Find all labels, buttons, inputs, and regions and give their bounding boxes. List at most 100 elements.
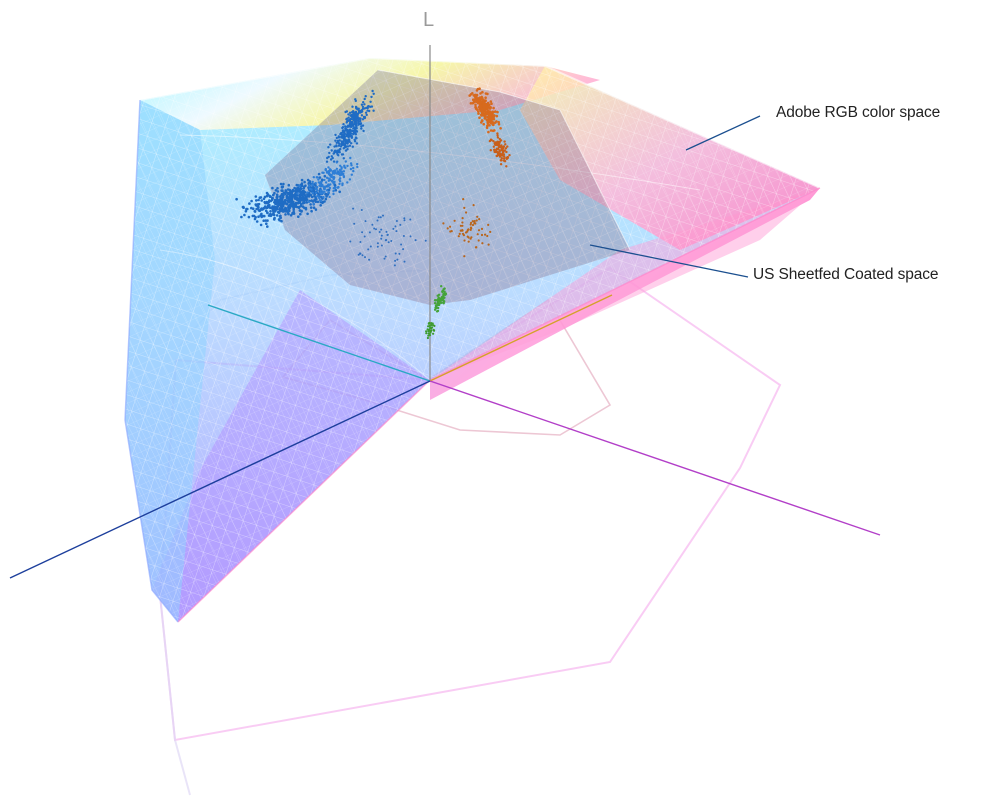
color-point [433, 299, 437, 302]
color-point [326, 156, 329, 160]
color-point [348, 178, 352, 181]
color-point [475, 219, 478, 222]
color-point [492, 140, 495, 143]
color-point [350, 173, 353, 176]
color-point [486, 105, 489, 109]
color-point [482, 103, 486, 106]
color-point [339, 164, 342, 167]
color-point [458, 232, 461, 235]
color-point [494, 121, 497, 124]
color-point [350, 113, 353, 117]
color-point [347, 113, 350, 116]
color-point [352, 132, 355, 136]
color-point [316, 194, 319, 198]
color-point [356, 165, 359, 169]
color-point [366, 109, 369, 112]
color-point [315, 185, 319, 189]
color-point [354, 119, 357, 122]
color-point [332, 177, 335, 181]
color-point [318, 199, 322, 202]
color-point [338, 148, 341, 151]
color-point [443, 290, 446, 293]
color-point [496, 148, 499, 151]
color-point [258, 196, 262, 199]
color-point [467, 240, 470, 243]
color-point [340, 143, 343, 146]
color-point [489, 118, 492, 122]
color-point [309, 203, 312, 206]
color-point [478, 116, 481, 119]
leader-lines [589, 115, 761, 278]
color-point [255, 220, 259, 223]
color-point [317, 178, 320, 181]
color-point [297, 215, 300, 218]
color-point [429, 329, 433, 333]
color-point [474, 105, 477, 109]
color-point [342, 136, 345, 140]
color-point [293, 186, 296, 190]
color-point [476, 215, 479, 218]
color-point [272, 193, 275, 197]
color-point [461, 217, 464, 220]
color-point [333, 145, 336, 148]
color-point [354, 99, 357, 103]
color-point [349, 240, 352, 243]
color-point [377, 216, 380, 219]
color-point [302, 185, 306, 189]
color-point [364, 111, 368, 114]
color-point [346, 134, 349, 137]
color-point [470, 221, 473, 224]
color-point [309, 206, 313, 209]
color-point [359, 122, 362, 126]
color-point [427, 322, 430, 325]
color-point [331, 180, 334, 183]
color-point [327, 146, 330, 149]
color-point [497, 122, 501, 126]
color-point [274, 189, 278, 192]
color-point [275, 214, 279, 217]
color-point [484, 92, 488, 95]
color-point [471, 223, 475, 227]
color-point [254, 215, 257, 219]
color-point [358, 111, 361, 114]
color-point [344, 127, 347, 130]
color-point [315, 176, 318, 179]
color-point [443, 300, 446, 303]
color-point [494, 143, 498, 147]
color-point [425, 330, 428, 333]
color-point [467, 228, 470, 231]
color-point [435, 307, 438, 310]
color-point [266, 225, 269, 228]
color-point [393, 264, 396, 267]
color-point [342, 157, 345, 160]
color-point [341, 126, 344, 130]
color-point [475, 95, 478, 98]
color-point [478, 87, 481, 90]
color-point [264, 201, 268, 205]
label-adobe-rgb-color-space: Adobe RGB color space [776, 104, 941, 121]
color-point [427, 334, 430, 337]
color-point [353, 127, 356, 130]
color-point [344, 129, 347, 132]
color-point [443, 287, 446, 290]
color-point [288, 209, 291, 213]
color-point [433, 302, 437, 305]
color-point [459, 229, 462, 232]
color-point [499, 159, 502, 162]
color-point [264, 219, 268, 222]
color-point [303, 201, 306, 204]
color-point [344, 145, 348, 148]
color-point [332, 182, 335, 185]
color-point [284, 210, 288, 213]
color-point [323, 200, 326, 203]
color-point [304, 206, 308, 210]
color-point [324, 181, 328, 184]
color-point [442, 222, 445, 225]
color-point [449, 225, 452, 228]
color-point [335, 136, 338, 140]
color-point [496, 110, 499, 114]
color-point [360, 103, 364, 106]
color-point [319, 189, 323, 192]
color-point [433, 329, 436, 332]
